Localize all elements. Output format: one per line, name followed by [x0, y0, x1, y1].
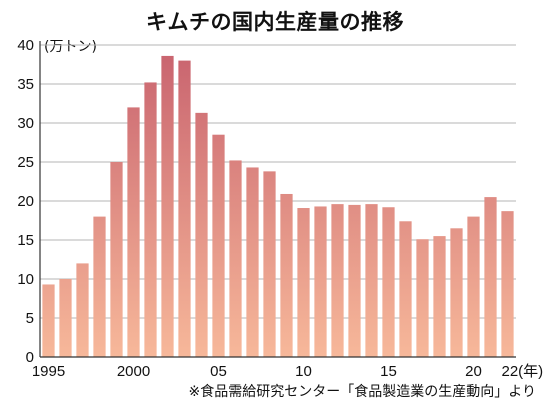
bar-2007 [246, 167, 259, 357]
bar-2008 [263, 171, 276, 357]
bar-2004 [195, 112, 208, 357]
x-tick-label: 15 [380, 363, 397, 380]
y-tick-label: 35 [17, 76, 34, 93]
y-tick-label: 20 [17, 193, 34, 210]
y-tick-label: 25 [17, 154, 34, 171]
bar-2012 [331, 204, 344, 357]
bar-2013 [348, 204, 361, 357]
bar-1995 [42, 284, 55, 357]
chart-title: キムチの国内生産量の推移 [146, 10, 404, 34]
bar-1999 [110, 162, 123, 357]
bar-2020 [467, 216, 480, 357]
x-tick-label: 20 [465, 363, 482, 380]
bar-2019 [450, 228, 463, 357]
x-tick-label: 2000 [117, 363, 150, 380]
y-tick-label: 10 [17, 271, 34, 288]
y-tick-labels: 0 5 10 15 20 25 30 35 40 [17, 37, 34, 366]
source-note: ※食品需給研究センター「食品製造業の生産動向」より [188, 384, 536, 400]
bar-2017 [416, 239, 429, 357]
y-tick-label: 15 [17, 232, 34, 249]
bar-2015 [382, 207, 395, 357]
bar-2009 [280, 193, 293, 357]
x-tick-label: 10 [295, 363, 312, 380]
bar-1996 [59, 279, 72, 357]
bar-2006 [229, 160, 242, 357]
y-tick-label: 5 [26, 310, 34, 327]
bar-1998 [93, 216, 106, 357]
bar-2003 [178, 60, 191, 357]
x-tick-labels: 1995 2000 05 10 15 20 22(年) [32, 363, 543, 380]
y-tick-label: 0 [26, 349, 34, 366]
bar-2010 [297, 208, 310, 357]
y-tick-label: 40 [17, 37, 34, 54]
y-tick-label: 30 [17, 115, 34, 132]
y-axis-unit-label: (万トン) [44, 39, 97, 55]
bar-2002 [161, 55, 174, 358]
bar-2001 [144, 82, 157, 357]
x-tick-label: 22(年) [502, 363, 544, 380]
x-tick-label: 1995 [32, 363, 65, 380]
bar-2005 [212, 134, 225, 357]
bar-2014 [365, 204, 378, 357]
bar-2000 [127, 107, 140, 358]
bar-2016 [399, 221, 412, 357]
bar-2018 [433, 236, 446, 357]
bar-2011 [314, 206, 327, 357]
bar-2022 [501, 211, 514, 357]
bar-2021 [484, 197, 497, 357]
bar-1997 [76, 263, 89, 357]
x-tick-label: 05 [210, 363, 227, 380]
axes [39, 41, 516, 358]
bars [42, 55, 514, 358]
